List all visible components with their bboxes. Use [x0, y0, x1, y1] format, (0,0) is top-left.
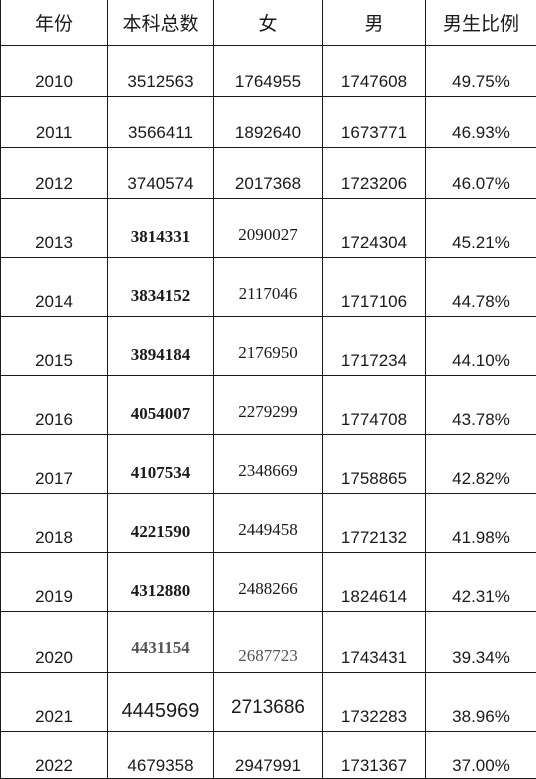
header-year[interactable]: 年份 — [1, 0, 108, 46]
cell-female[interactable]: 2348669 — [214, 435, 323, 494]
table-row: 2010 3512563 1764955 1747608 49.75% — [1, 46, 536, 97]
cell-ratio[interactable]: 39.34% — [426, 612, 536, 673]
cell-year[interactable]: 2010 — [1, 46, 108, 97]
cell-female[interactable]: 2090027 — [214, 199, 323, 258]
table-row: 2016 4054007 2279299 1774708 43.78% — [1, 376, 536, 435]
header-female[interactable]: 女 — [214, 0, 323, 46]
cell-ratio[interactable]: 38.96% — [426, 673, 536, 732]
table-row: 2015 3894184 2176950 1717234 44.10% — [1, 317, 536, 376]
cell-female[interactable]: 2449458 — [214, 494, 323, 553]
cell-female[interactable]: 2117046 — [214, 258, 323, 317]
header-male[interactable]: 男 — [323, 0, 426, 46]
cell-year[interactable]: 2021 — [1, 673, 108, 732]
cell-year[interactable]: 2014 — [1, 258, 108, 317]
spreadsheet: 年份 本科总数 女 男 男生比例 2010 3512563 1764955 17… — [0, 0, 536, 659]
cell-female[interactable]: 1764955 — [214, 46, 323, 97]
cell-year[interactable]: 2017 — [1, 435, 108, 494]
cell-ratio[interactable]: 45.21% — [426, 199, 536, 258]
cell-male[interactable]: 1772132 — [323, 494, 426, 553]
cell-male[interactable]: 1732283 — [323, 673, 426, 732]
cell-male[interactable]: 1724304 — [323, 199, 426, 258]
cell-ratio[interactable]: 44.78% — [426, 258, 536, 317]
cell-total[interactable]: 4107534 — [108, 435, 214, 494]
cell-total[interactable]: 4679358 — [108, 732, 214, 779]
cell-ratio[interactable]: 44.10% — [426, 317, 536, 376]
cell-female[interactable]: 2687723 — [214, 612, 323, 673]
table-row: 2011 3566411 1892640 1673771 46.93% — [1, 97, 536, 148]
header-male-ratio[interactable]: 男生比例 — [426, 0, 536, 46]
cell-year[interactable]: 2012 — [1, 148, 108, 199]
cell-ratio[interactable]: 49.75% — [426, 46, 536, 97]
cell-total[interactable]: 4445969 — [108, 673, 214, 732]
cell-year[interactable]: 2013 — [1, 199, 108, 258]
cell-male[interactable]: 1774708 — [323, 376, 426, 435]
table-row: 2019 4312880 2488266 1824614 42.31% — [1, 553, 536, 612]
cell-male[interactable]: 1758865 — [323, 435, 426, 494]
table-row: 2017 4107534 2348669 1758865 42.82% — [1, 435, 536, 494]
cell-female[interactable]: 2176950 — [214, 317, 323, 376]
cell-ratio[interactable]: 43.78% — [426, 376, 536, 435]
cell-male[interactable]: 1731367 — [323, 732, 426, 779]
cell-total[interactable]: 4312880 — [108, 553, 214, 612]
cell-female[interactable]: 2713686 — [214, 673, 323, 732]
table-row: 2021 4445969 2713686 1732283 38.96% — [1, 673, 536, 732]
table-row: 2018 4221590 2449458 1772132 41.98% — [1, 494, 536, 553]
cell-total[interactable]: 3566411 — [108, 97, 214, 148]
cell-total[interactable]: 3512563 — [108, 46, 214, 97]
cell-total[interactable]: 4054007 — [108, 376, 214, 435]
cell-ratio[interactable]: 46.93% — [426, 97, 536, 148]
cell-female[interactable]: 1892640 — [214, 97, 323, 148]
cell-total[interactable]: 3814331 — [108, 199, 214, 258]
cell-ratio[interactable]: 41.98% — [426, 494, 536, 553]
cell-male[interactable]: 1824614 — [323, 553, 426, 612]
cell-ratio[interactable]: 37.00% — [426, 732, 536, 779]
table-row: 2012 3740574 2017368 1723206 46.07% — [1, 148, 536, 199]
cell-male[interactable]: 1743431 — [323, 612, 426, 673]
cell-female[interactable]: 2279299 — [214, 376, 323, 435]
cell-male[interactable]: 1717234 — [323, 317, 426, 376]
table-row: 2020 4431154 2687723 1743431 39.34% — [1, 612, 536, 673]
table-row: 2022 4679358 2947991 1731367 37.00% — [1, 732, 536, 779]
cell-female[interactable]: 2488266 — [214, 553, 323, 612]
cell-female[interactable]: 2947991 — [214, 732, 323, 779]
cell-total[interactable]: 4221590 — [108, 494, 214, 553]
table-row: 2014 3834152 2117046 1717106 44.78% — [1, 258, 536, 317]
cell-year[interactable]: 2015 — [1, 317, 108, 376]
cell-year[interactable]: 2016 — [1, 376, 108, 435]
cell-year[interactable]: 2022 — [1, 732, 108, 779]
cell-ratio[interactable]: 46.07% — [426, 148, 536, 199]
cell-male[interactable]: 1723206 — [323, 148, 426, 199]
cell-total[interactable]: 3894184 — [108, 317, 214, 376]
cell-year[interactable]: 2020 — [1, 612, 108, 673]
cell-male[interactable]: 1717106 — [323, 258, 426, 317]
cell-year[interactable]: 2019 — [1, 553, 108, 612]
cell-ratio[interactable]: 42.31% — [426, 553, 536, 612]
cell-ratio[interactable]: 42.82% — [426, 435, 536, 494]
header-total[interactable]: 本科总数 — [108, 0, 214, 46]
cell-year[interactable]: 2018 — [1, 494, 108, 553]
header-row: 年份 本科总数 女 男 男生比例 — [1, 0, 536, 46]
cell-male[interactable]: 1747608 — [323, 46, 426, 97]
cell-male[interactable]: 1673771 — [323, 97, 426, 148]
cell-total[interactable]: 4431154 — [108, 612, 214, 673]
cell-total[interactable]: 3740574 — [108, 148, 214, 199]
cell-female[interactable]: 2017368 — [214, 148, 323, 199]
cell-year[interactable]: 2011 — [1, 97, 108, 148]
table-row: 2013 3814331 2090027 1724304 45.21% — [1, 199, 536, 258]
cell-total[interactable]: 3834152 — [108, 258, 214, 317]
